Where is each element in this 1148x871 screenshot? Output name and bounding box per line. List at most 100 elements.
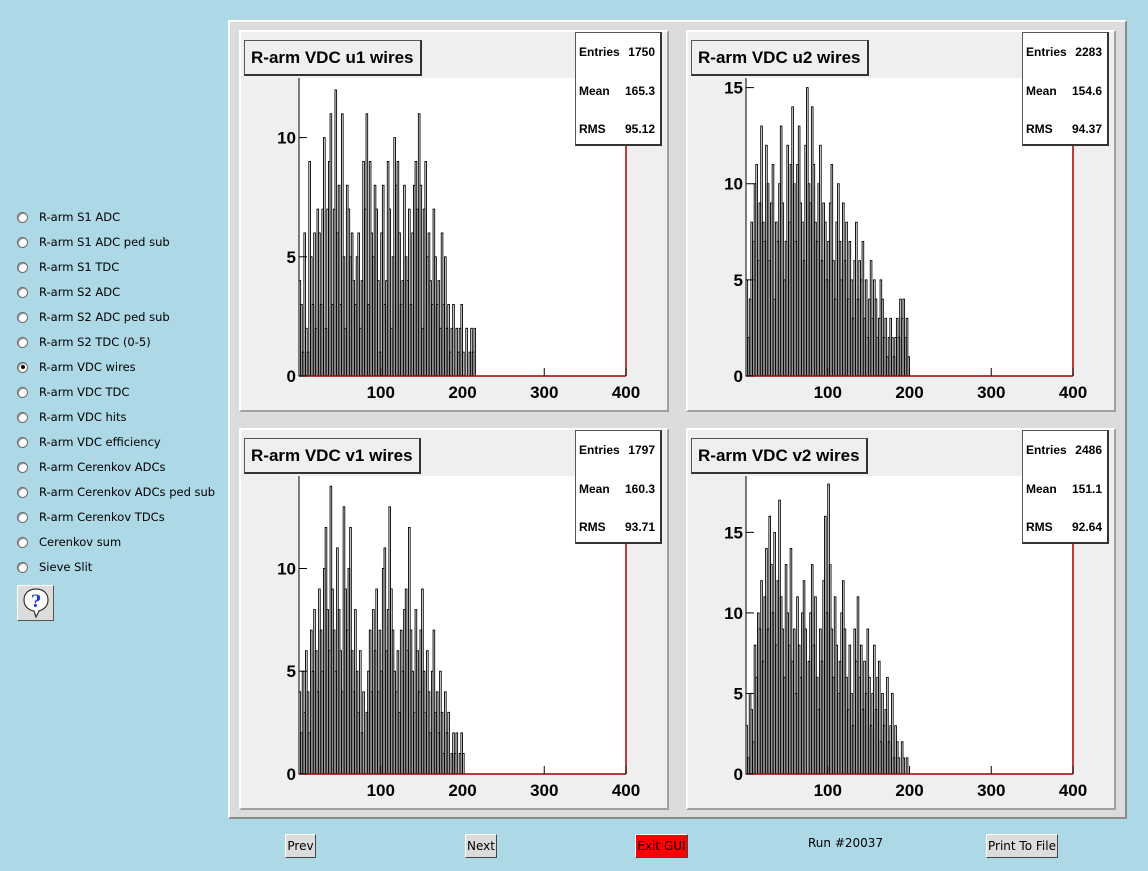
radio-r-arm-s1-tdc[interactable]: R-arm S1 TDC <box>17 257 119 277</box>
exit-gui-button[interactable]: Exit GUI <box>635 834 688 858</box>
print-to-file-button[interactable]: Print To File <box>986 834 1058 858</box>
radio-button-icon[interactable] <box>17 461 28 473</box>
radio-button-icon[interactable] <box>17 536 28 548</box>
stats-value: 151.1 <box>1071 482 1102 496</box>
radio-button-icon[interactable] <box>17 486 28 498</box>
histogram-title: R-arm VDC u2 wires <box>691 40 869 76</box>
radio-button-icon[interactable] <box>17 286 28 298</box>
histogram-plot: 100 200 300 400 0 5 10 15 <box>724 476 1087 800</box>
stats-entries-row: Entries 1750 <box>579 45 655 59</box>
stats-mean-row: Mean 165.3 <box>579 84 655 98</box>
radio-button-icon[interactable] <box>17 311 28 323</box>
stats-label: Entries <box>579 443 620 457</box>
stats-label: Mean <box>579 84 610 98</box>
x-tick-label: 400 <box>612 781 640 800</box>
stats-box: Entries 2486 Mean 151.1 RMS 92.64 <box>1022 430 1109 544</box>
stats-value: 1750 <box>628 45 655 59</box>
y-tick-label: 5 <box>287 248 296 267</box>
x-tick-label: 200 <box>895 781 923 800</box>
radio-button-icon[interactable] <box>17 411 28 423</box>
radio-label: R-arm S1 ADC <box>39 210 121 224</box>
radio-sieve-slit[interactable]: Sieve Slit <box>17 557 92 577</box>
pad-u2-wires: 100 200 300 400 0 5 10 15 R-arm VDC u2 wires En… <box>686 30 1116 412</box>
radio-button-icon[interactable] <box>17 561 28 573</box>
stats-value: 2486 <box>1075 443 1102 457</box>
radio-label: R-arm S2 TDC (0-5) <box>39 335 151 349</box>
x-tick-label: 400 <box>1059 383 1087 402</box>
histogram-title: R-arm VDC v2 wires <box>691 438 868 474</box>
x-tick-label: 200 <box>448 383 476 402</box>
x-tick-label: 300 <box>530 383 558 402</box>
stats-label: RMS <box>1026 520 1053 534</box>
prev-button[interactable]: Prev <box>285 834 316 858</box>
radio-r-arm-cerenkov-adcs-ped-sub[interactable]: R-arm Cerenkov ADCs ped sub <box>17 482 215 502</box>
plot-area <box>746 78 1073 376</box>
pad-v2-wires: 100 200 300 400 0 5 10 15 R-arm VDC v2 wires En… <box>686 428 1116 810</box>
stats-box: Entries 2283 Mean 154.6 RMS 94.37 <box>1022 32 1109 146</box>
radio-r-arm-vdc-tdc[interactable]: R-arm VDC TDC <box>17 382 129 402</box>
radio-label: R-arm VDC efficiency <box>39 435 161 449</box>
x-tick-label: 100 <box>814 781 842 800</box>
radio-r-arm-s2-adc-ped-sub[interactable]: R-arm S2 ADC ped sub <box>17 307 170 327</box>
x-tick-label: 400 <box>612 383 640 402</box>
radio-button-icon[interactable] <box>17 436 28 448</box>
stats-rms-row: RMS 95.12 <box>579 122 655 136</box>
x-tick-label: 100 <box>367 383 395 402</box>
next-button[interactable]: Next <box>465 834 497 858</box>
radio-button-icon[interactable] <box>17 211 28 223</box>
stats-value: 95.12 <box>624 122 655 136</box>
histogram-title: R-arm VDC u1 wires <box>244 40 422 76</box>
stats-label: Entries <box>579 45 620 59</box>
x-tick-label: 200 <box>448 781 476 800</box>
radio-button-icon[interactable] <box>17 236 28 248</box>
x-tick-label: 300 <box>530 781 558 800</box>
stats-entries-row: Entries 1797 <box>579 443 655 457</box>
stats-entries-row: Entries 2283 <box>1026 45 1102 59</box>
radio-button-icon[interactable] <box>17 261 28 273</box>
radio-cerenkov-sum[interactable]: Cerenkov sum <box>17 532 121 552</box>
svg-text:?: ? <box>31 592 41 612</box>
radio-button-icon[interactable] <box>17 336 28 348</box>
stats-label: Entries <box>1026 45 1067 59</box>
plot-selector-sidebar: R-arm S1 ADC R-arm S1 ADC ped sub R-arm … <box>0 0 228 871</box>
radio-label: R-arm S1 ADC ped sub <box>39 235 170 249</box>
stats-value: 154.6 <box>1071 84 1102 98</box>
stats-value: 92.64 <box>1071 520 1102 534</box>
stats-value: 165.3 <box>624 84 655 98</box>
stats-rms-row: RMS 93.71 <box>579 520 655 534</box>
radio-r-arm-vdc-wires[interactable]: R-arm VDC wires <box>17 357 136 377</box>
radio-r-arm-cerenkov-adcs[interactable]: R-arm Cerenkov ADCs <box>17 457 166 477</box>
plot-area <box>299 476 626 774</box>
radio-button-icon[interactable] <box>17 386 28 398</box>
radio-label: R-arm S2 ADC ped sub <box>39 310 170 324</box>
histogram-title: R-arm VDC v1 wires <box>244 438 421 474</box>
stats-mean-row: Mean 154.6 <box>1026 84 1102 98</box>
radio-r-arm-s1-adc[interactable]: R-arm S1 ADC <box>17 207 120 227</box>
stats-mean-row: Mean 160.3 <box>579 482 655 496</box>
x-tick-label: 400 <box>1059 781 1087 800</box>
radio-r-arm-s1-adc-ped-sub[interactable]: R-arm S1 ADC ped sub <box>17 232 170 252</box>
stats-value: 94.37 <box>1071 122 1102 136</box>
radio-label: R-arm VDC hits <box>39 410 127 424</box>
y-tick-label: 15 <box>724 79 743 98</box>
radio-label: R-arm Cerenkov ADCs ped sub <box>39 485 216 499</box>
y-tick-label: 0 <box>287 367 296 386</box>
stats-mean-row: Mean 151.1 <box>1026 482 1102 496</box>
x-tick-label: 100 <box>814 383 842 402</box>
radio-r-arm-vdc-efficiency[interactable]: R-arm VDC efficiency <box>17 432 161 452</box>
radio-r-arm-s2-adc[interactable]: R-arm S2 ADC <box>17 282 120 302</box>
radio-r-arm-cerenkov-tdcs[interactable]: R-arm Cerenkov TDCs <box>17 507 165 527</box>
radio-button-icon[interactable] <box>17 511 28 523</box>
radio-r-arm-vdc-hits[interactable]: R-arm VDC hits <box>17 407 127 427</box>
y-tick-label: 10 <box>724 604 743 623</box>
run-number-label: Run #20037 <box>808 836 884 850</box>
radio-label: R-arm S1 TDC <box>39 260 120 274</box>
help-button[interactable]: ? <box>17 585 54 621</box>
y-tick-label: 10 <box>277 129 296 148</box>
stats-label: RMS <box>579 520 606 534</box>
radio-r-arm-s2-tdc[interactable]: R-arm S2 TDC (0-5) <box>17 332 151 352</box>
radio-label: R-arm Cerenkov ADCs <box>39 460 166 474</box>
radio-button-icon[interactable] <box>17 361 28 373</box>
radio-label: R-arm VDC wires <box>39 360 136 374</box>
stats-value: 93.71 <box>624 520 655 534</box>
